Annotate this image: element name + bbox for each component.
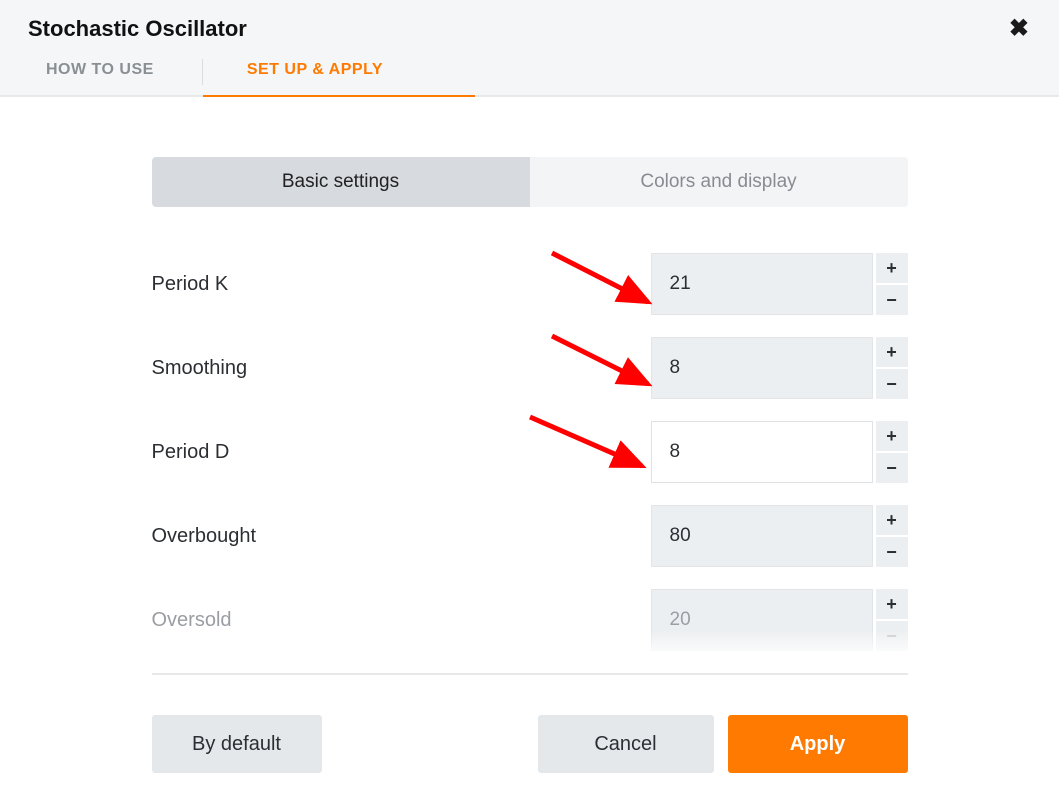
label-period-d: Period D xyxy=(152,441,230,464)
stepper-smoothing: + − xyxy=(651,337,908,399)
row-period-k: Period K + − xyxy=(152,253,908,315)
close-icon[interactable]: ✖ xyxy=(1009,14,1029,43)
apply-button[interactable]: Apply xyxy=(728,715,908,773)
decrement-period-k[interactable]: − xyxy=(876,285,908,315)
row-overbought: Overbought + − xyxy=(152,505,908,567)
subtab-basic-settings[interactable]: Basic settings xyxy=(152,157,530,207)
label-overbought: Overbought xyxy=(152,525,257,548)
subtabs: Basic settings Colors and display xyxy=(152,157,908,207)
label-smoothing: Smoothing xyxy=(152,357,248,380)
input-period-d[interactable] xyxy=(651,421,873,483)
increment-period-k[interactable]: + xyxy=(876,253,908,283)
divider xyxy=(152,673,908,675)
dialog-header: Stochastic Oscillator ✖ HOW TO USE SET U… xyxy=(0,0,1059,97)
cancel-button[interactable]: Cancel xyxy=(538,715,714,773)
settings-panel: Basic settings Colors and display Period… xyxy=(152,157,908,773)
stepper-oversold: + − xyxy=(651,589,908,651)
stepper-period-k: + − xyxy=(651,253,908,315)
dialog-footer: By default Cancel Apply xyxy=(152,715,908,773)
label-period-k: Period K xyxy=(152,273,229,296)
header-tabs: HOW TO USE SET UP & APPLY xyxy=(0,47,1059,95)
decrement-oversold[interactable]: − xyxy=(876,621,908,651)
basic-settings-form: Period K + − Smoothing + − Period D xyxy=(152,253,908,651)
row-smoothing: Smoothing + − xyxy=(152,337,908,399)
input-smoothing[interactable] xyxy=(651,337,873,399)
by-default-button[interactable]: By default xyxy=(152,715,322,773)
tab-set-up-apply[interactable]: SET UP & APPLY xyxy=(247,61,431,95)
input-period-k[interactable] xyxy=(651,253,873,315)
label-oversold: Oversold xyxy=(152,609,232,632)
input-oversold[interactable] xyxy=(651,589,873,651)
increment-smoothing[interactable]: + xyxy=(876,337,908,367)
stepper-overbought: + − xyxy=(651,505,908,567)
tab-divider xyxy=(202,59,203,85)
tab-how-to-use[interactable]: HOW TO USE xyxy=(46,61,202,95)
decrement-smoothing[interactable]: − xyxy=(876,369,908,399)
row-oversold: Oversold + − xyxy=(152,589,908,651)
input-overbought[interactable] xyxy=(651,505,873,567)
dialog-title: Stochastic Oscillator xyxy=(28,16,247,42)
increment-overbought[interactable]: + xyxy=(876,505,908,535)
increment-period-d[interactable]: + xyxy=(876,421,908,451)
subtab-colors-display[interactable]: Colors and display xyxy=(530,157,908,207)
increment-oversold[interactable]: + xyxy=(876,589,908,619)
decrement-period-d[interactable]: − xyxy=(876,453,908,483)
row-period-d: Period D + − xyxy=(152,421,908,483)
stepper-period-d: + − xyxy=(651,421,908,483)
decrement-overbought[interactable]: − xyxy=(876,537,908,567)
